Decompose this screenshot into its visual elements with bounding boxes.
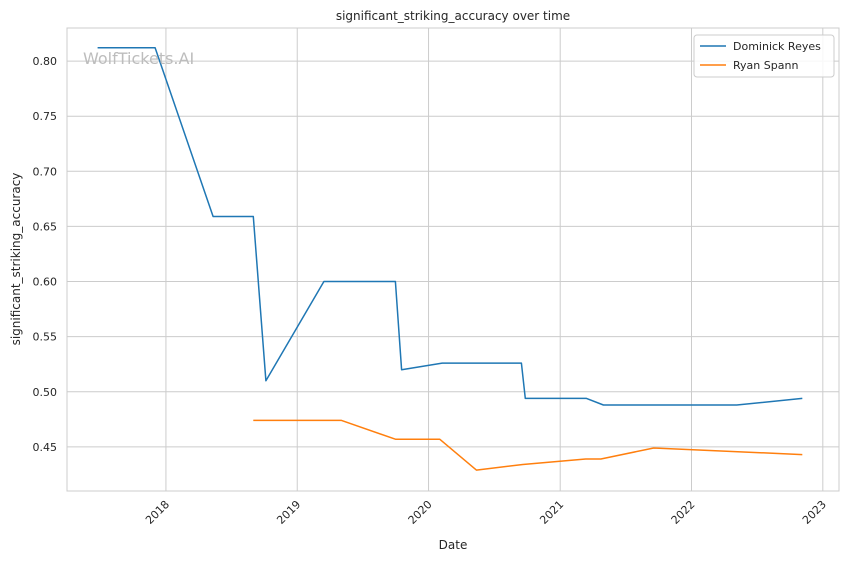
- y-tick-label: 0.45: [33, 441, 58, 454]
- plot-area: [67, 28, 839, 491]
- y-tick-label: 0.55: [33, 331, 58, 344]
- y-tick-label: 0.65: [33, 220, 58, 233]
- legend-label-ryan-spann: Ryan Spann: [733, 59, 798, 72]
- y-axis-title: significant_striking_accuracy: [9, 173, 23, 346]
- y-tick-label: 0.60: [33, 276, 58, 289]
- y-tick-label: 0.80: [33, 55, 58, 68]
- watermark: WolfTickets.AI: [83, 49, 194, 68]
- chart-title: significant_striking_accuracy over time: [336, 9, 570, 23]
- x-axis-title: Date: [439, 538, 468, 552]
- y-tick-label: 0.50: [33, 386, 58, 399]
- legend: Dominick Reyes Ryan Spann: [693, 34, 835, 78]
- plot-border: [66, 27, 840, 492]
- y-tick-label: 0.75: [33, 110, 58, 123]
- series-line-ryan-spann: [253, 419, 803, 471]
- grid: [67, 28, 839, 491]
- series-layer: [97, 47, 803, 471]
- y-tick-label: 0.70: [33, 165, 58, 178]
- legend-box: [693, 34, 835, 78]
- legend-label-dominick-reyes: Dominick Reyes: [733, 40, 821, 53]
